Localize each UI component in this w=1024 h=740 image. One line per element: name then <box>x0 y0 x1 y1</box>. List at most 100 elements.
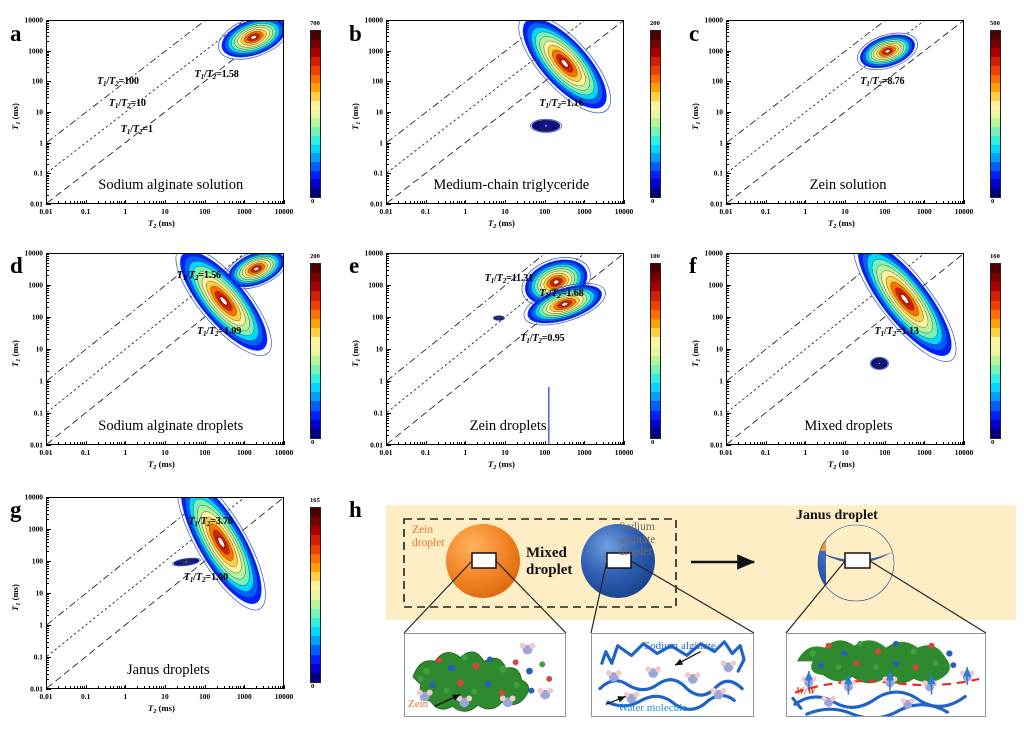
x-tick-major <box>505 440 506 445</box>
y-tick-label: 1 <box>39 138 43 148</box>
y-tick-minor <box>46 84 49 86</box>
y-tick-label: 10000 <box>704 248 723 258</box>
colorbar-band <box>991 383 1000 393</box>
colorbar-band <box>991 364 1000 374</box>
x-tick-minor <box>542 201 544 204</box>
x-tick-minor <box>216 686 218 689</box>
guide-line-ratio-100 <box>387 21 545 143</box>
y-tick-minor <box>726 121 729 123</box>
x-tick-label: 0.1 <box>81 692 91 701</box>
x-tick-minor <box>493 201 495 204</box>
x-tick-minor <box>158 442 160 445</box>
contour-peak-2 <box>492 315 505 321</box>
y-tick-minor <box>46 661 49 663</box>
x-tick-minor <box>64 686 66 689</box>
guide-line-ratio-1 <box>727 21 963 203</box>
colorbar-band <box>311 92 320 101</box>
x-tick-minor <box>79 686 81 689</box>
x-tick-minor <box>759 201 761 204</box>
x-tick-minor <box>843 201 845 204</box>
y-tick-minor <box>386 93 389 95</box>
x-tick-minor <box>568 442 570 445</box>
colorbar-min-label-e: 0 <box>651 439 655 446</box>
colorbar-band <box>311 562 320 573</box>
x-tick-label: 10000 <box>614 207 634 216</box>
guide-line-ratio-100 <box>47 21 205 143</box>
guide-line-ratio-1 <box>47 498 283 688</box>
y-tick-minor <box>726 149 729 151</box>
x-tick-major <box>165 684 166 689</box>
x-tick-minor <box>501 442 503 445</box>
y-tick-minor <box>46 257 49 259</box>
colorbar-band <box>311 535 320 545</box>
y-tick-label: 100 <box>711 76 723 86</box>
plot-frame-f: T1/T2=1.13 Mixed droplets <box>726 253 964 445</box>
colorbar-band <box>991 328 1000 338</box>
y-tick-minor <box>726 133 729 135</box>
guide-line-ratio-10 <box>47 21 244 173</box>
panel-letter-b: b <box>349 21 362 46</box>
y-tick-minor <box>726 144 729 146</box>
y-tick-minor <box>46 164 49 166</box>
x-tick-minor <box>763 201 765 204</box>
y-tick-minor <box>386 414 389 416</box>
y-tick-minor <box>726 26 729 28</box>
y-tick-minor <box>726 371 729 373</box>
x-tick-label: 10 <box>501 448 509 457</box>
y-tick-major <box>386 253 391 254</box>
y-tick-minor <box>386 371 389 373</box>
y-tick-major <box>726 204 731 205</box>
x-tick-minor <box>456 442 458 445</box>
x-tick-minor <box>202 686 204 689</box>
x-tick-major <box>46 440 47 445</box>
y-tick-minor <box>46 628 49 630</box>
y-tick-minor <box>46 21 49 23</box>
y-tick-major <box>46 142 51 144</box>
y-tick-minor <box>386 36 389 38</box>
y-tick-minor <box>46 594 49 596</box>
x-tick-major <box>465 440 467 445</box>
colorbar-band <box>311 135 320 145</box>
x-tick-major <box>964 440 965 445</box>
x-tick-minor <box>920 442 922 445</box>
inset-zein: Zein <box>404 633 566 717</box>
y-tick-minor <box>46 565 49 567</box>
y-tick-minor <box>386 388 389 390</box>
guide-line-ratio-1 <box>387 21 623 203</box>
x-tick-minor <box>461 201 463 204</box>
y-tick-minor <box>46 286 49 288</box>
y-tick-minor <box>726 361 729 363</box>
janus-zoom-marker <box>844 552 871 569</box>
x-tick-minor <box>153 201 155 204</box>
x-tick-label: 10 <box>841 448 849 457</box>
x-tick-minor <box>109 442 111 445</box>
colorbar-min-label-c: 0 <box>991 198 995 205</box>
x-tick-minor <box>73 201 75 204</box>
colorbar-band <box>651 39 660 49</box>
x-tick-minor <box>535 201 537 204</box>
y-tick-minor <box>46 324 49 326</box>
y-tick-minor <box>46 144 49 146</box>
x-tick-minor <box>419 442 421 445</box>
y-tick-minor <box>726 21 729 23</box>
x-tick-minor <box>156 686 158 689</box>
x-tick-major <box>805 199 807 204</box>
colorbar-band <box>651 428 660 438</box>
colorbar-band <box>311 410 320 420</box>
colorbar-max-label-a: 700 <box>310 20 320 27</box>
x-tick-label: 10 <box>501 207 509 216</box>
colorbar-band <box>311 170 320 180</box>
y-tick-major <box>726 253 731 254</box>
colorbar-band <box>991 346 1000 356</box>
y-tick-minor <box>46 180 49 182</box>
plot-svg-c <box>727 21 963 203</box>
x-tick-label: 100 <box>199 692 211 701</box>
colorbar-band <box>651 153 660 163</box>
x-tick-minor <box>200 686 202 689</box>
y-tick-minor <box>386 185 389 187</box>
y-tick-minor <box>46 158 49 160</box>
y-tick-minor <box>46 62 49 64</box>
x-tick-major <box>425 440 427 445</box>
x-tick-minor <box>608 442 610 445</box>
colorbar-band <box>991 355 1000 365</box>
